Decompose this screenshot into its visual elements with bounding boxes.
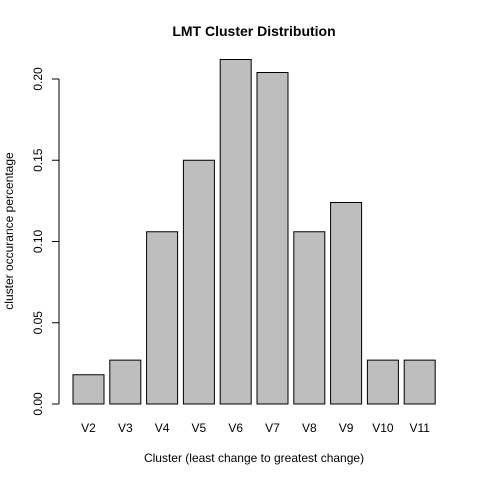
y-tick-label: 0.10 [31,229,45,253]
bar-v2 [72,374,105,405]
bars [72,59,436,405]
y-ticks: 0.00 0.05 0.10 0.15 0.20 [31,67,59,416]
bar-v9 [330,202,363,405]
x-tick-label: V10 [372,421,394,435]
x-tick-label: V4 [155,421,170,435]
bar-v6 [219,59,252,405]
x-tick-label: V3 [118,421,133,435]
bar-v4 [146,231,179,405]
x-tick-label: V8 [302,421,317,435]
x-axis-label: Cluster (least change to greatest change… [144,451,364,465]
y-tick-label: 0.20 [31,67,45,91]
x-tick-label: V9 [339,421,354,435]
bar-v5 [182,159,215,405]
x-tick-labels: V2 V3 V4 V5 V6 V7 V8 V9 V10 V11 [81,421,430,435]
x-tick-label: V11 [409,421,430,435]
bar-v11 [403,359,436,405]
x-tick-label: V6 [228,421,243,435]
x-tick-label: V7 [265,421,280,435]
x-tick-label: V2 [81,421,96,435]
chart-title: LMT Cluster Distribution [172,23,335,39]
y-axis-label: cluster occurance percentage [2,152,16,310]
x-tick-label: V5 [192,421,207,435]
y-tick-label: 0.15 [31,148,45,172]
y-tick-label: 0.00 [31,392,45,416]
bar-v3 [109,359,142,405]
bar-v8 [293,231,326,405]
bar-v7 [256,72,289,405]
bar-v10 [366,359,399,405]
y-tick-label: 0.05 [31,311,45,335]
